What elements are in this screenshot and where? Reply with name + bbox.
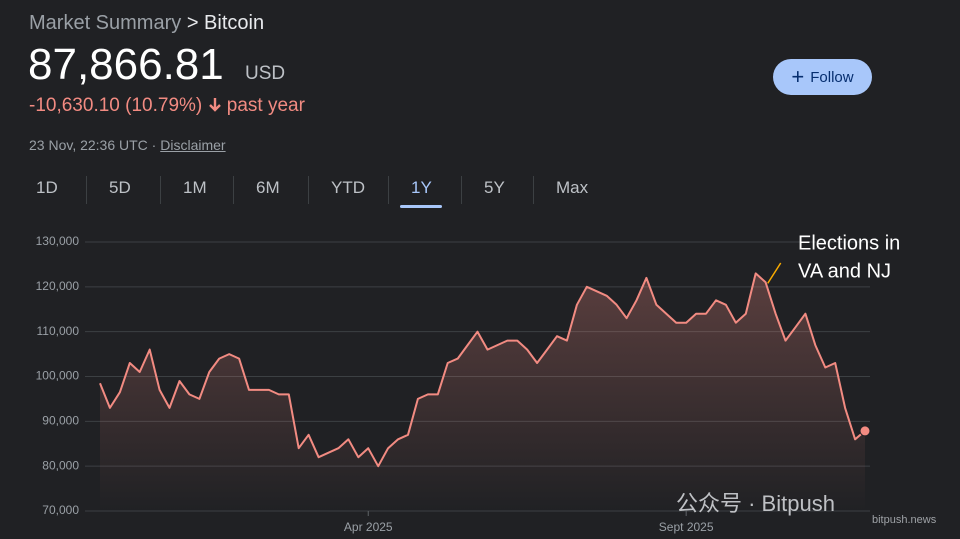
change-period: past year <box>226 95 305 116</box>
y-tick-label: 110,000 <box>37 324 80 338</box>
change: -10,630.10 (10.79%) <box>29 95 203 116</box>
annotation-text: VA and NJ <box>798 260 891 282</box>
change-row: -10,630.10 (10.79%) past year <box>29 95 305 117</box>
tab-separator <box>160 176 161 204</box>
breadcrumb: Market Summary > Bitcoin <box>29 12 264 35</box>
tab[interactable]: 1D <box>36 178 58 197</box>
y-tick-label: 80,000 <box>42 458 79 472</box>
tab-separator <box>86 176 87 204</box>
annotation-text: Elections in <box>798 232 900 254</box>
end-dot <box>859 425 871 437</box>
tab[interactable]: YTD <box>331 178 365 197</box>
tab[interactable]: 5Y <box>484 178 505 197</box>
tab-separator <box>533 176 534 204</box>
y-tick-label: 90,000 <box>42 414 79 428</box>
timestamp: 23 Nov, 22:36 UTC · <box>29 137 157 153</box>
watermark: 公众号 · Bitpush <box>676 491 835 516</box>
x-tick-label: Apr 2025 <box>344 520 393 534</box>
tab[interactable]: 1Y <box>411 178 432 197</box>
area-fill <box>100 273 865 511</box>
tab[interactable]: 6M <box>256 178 280 197</box>
tab[interactable]: 5D <box>109 178 131 197</box>
y-tick-label: 100,000 <box>36 369 80 383</box>
x-tick-label: Sept 2025 <box>659 520 714 534</box>
watermark-site: bitpush.news <box>872 514 937 526</box>
tab-underline <box>400 205 442 208</box>
tab-separator <box>308 176 309 204</box>
plus-icon: + <box>791 64 805 89</box>
price-line <box>99 272 866 468</box>
disclaimer-link[interactable]: Disclaimer <box>160 137 226 153</box>
y-tick-label: 120,000 <box>36 279 80 293</box>
chart: 70,000 80,000 90,000 100,000 110,000 120,000 1… <box>36 232 901 534</box>
y-tick-label: 70,000 <box>42 503 79 517</box>
y-tick-label: 130,000 <box>36 234 80 248</box>
tab-separator <box>461 176 462 204</box>
tab[interactable]: 1M <box>183 178 207 197</box>
annotation-arrow <box>767 262 782 284</box>
follow-button[interactable]: + Follow <box>773 59 872 95</box>
price: 87,866.81 <box>28 40 224 89</box>
breadcrumb-current: > Bitcoin <box>186 12 265 34</box>
timestamp-row: 23 Nov, 22:36 UTC · Disclaimer <box>29 137 226 153</box>
currency: USD <box>245 63 286 84</box>
tab-separator <box>233 176 234 204</box>
tab[interactable]: Max <box>556 178 589 197</box>
breadcrumb-link[interactable]: Market Summary <box>29 12 182 34</box>
tab-separator <box>388 176 389 204</box>
down-arrow <box>208 98 221 112</box>
follow-label: Follow <box>810 68 854 86</box>
